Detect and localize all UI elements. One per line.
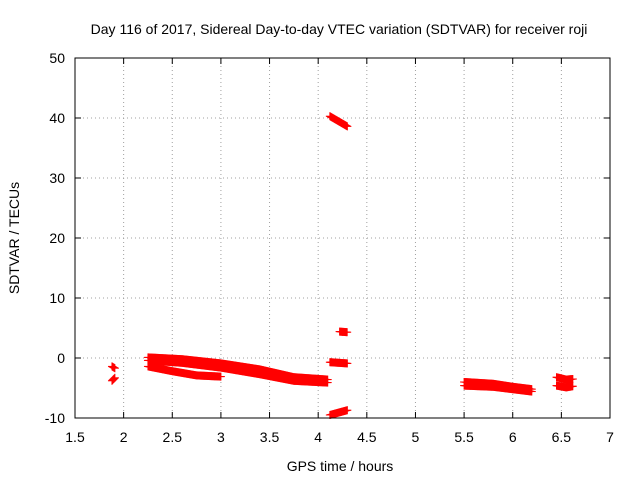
y-tick-label: 0: [57, 350, 65, 366]
data-point: [109, 375, 118, 383]
x-tick-label: 2.5: [163, 429, 183, 445]
data-point: [568, 375, 577, 384]
y-tick-label: 10: [49, 290, 65, 306]
y-axis-label: SDTVAR / TECUs: [6, 182, 22, 294]
x-tick-label: 5.5: [454, 429, 474, 445]
data-point: [527, 387, 536, 396]
x-tick-label: 5: [412, 429, 420, 445]
y-tick-label: 40: [49, 110, 65, 126]
x-tick-label: 7: [606, 429, 614, 445]
data-point: [343, 406, 352, 415]
x-tick-label: 4.5: [357, 429, 377, 445]
x-tick-label: 3: [217, 429, 225, 445]
data-point: [323, 378, 332, 387]
grid-lines: [75, 58, 610, 418]
x-tick-label: 6.5: [552, 429, 572, 445]
data-point: [343, 328, 352, 337]
x-axis-label: GPS time / hours: [287, 458, 394, 474]
data-point: [110, 374, 119, 383]
x-tick-label: 4: [314, 429, 322, 445]
data-point: [109, 375, 118, 384]
data-point: [216, 372, 225, 381]
data-points: [107, 112, 577, 419]
axis-ticks: 1.5 2 2.5 3 3.5 4 4.5 5 5.5 6 6.5 7 -10 0 10 20 30 40 50: [45, 50, 614, 445]
plot-frame: [74, 57, 611, 419]
y-tick-label: -10: [45, 410, 65, 426]
data-point: [568, 382, 577, 391]
data-point: [343, 122, 352, 131]
y-tick-label: 50: [49, 50, 65, 66]
y-tick-label: 20: [49, 230, 65, 246]
x-tick-label: 2: [120, 429, 128, 445]
y-tick-label: 30: [49, 170, 65, 186]
x-tick-label: 3.5: [260, 429, 280, 445]
chart-title: Day 116 of 2017, Sidereal Day-to-day VTE…: [91, 21, 588, 37]
data-point: [110, 373, 119, 382]
x-tick-label: 6: [509, 429, 517, 445]
data-point: [343, 359, 352, 368]
x-tick-label: 1.5: [65, 429, 85, 445]
data-point: [110, 364, 119, 373]
